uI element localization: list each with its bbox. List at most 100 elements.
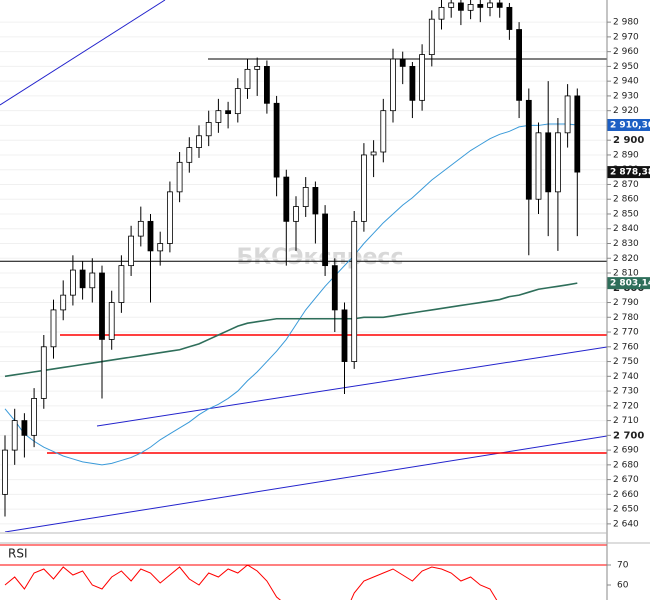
candle [176,152,183,203]
rsi-pane [0,544,607,600]
candle-body [99,272,105,340]
y-tick-label: 2 840 [613,224,639,234]
y-tick-label: 2 640 [613,519,639,529]
candle [293,196,299,251]
candle-body [545,132,552,193]
candle-body [147,220,154,252]
candle-body [574,95,581,173]
candle [564,84,571,148]
trend-line [4,435,607,532]
y-tick-label: 2 790 [613,298,639,308]
candle [31,388,38,448]
candle [380,98,387,163]
rsi-line [4,564,498,600]
candle-body [525,99,532,200]
candle-body [186,147,193,163]
moving-average [4,123,578,466]
candle-body [467,4,474,11]
rsi-tick-label: 70 [617,561,629,571]
y-tick-label: 2 710 [613,416,639,426]
candle [341,302,348,395]
candle-body [312,187,319,215]
candle [166,181,173,253]
candle-body [166,191,173,244]
candle [516,22,522,119]
y-tick-label: 2 940 [613,77,639,87]
candle-body [137,220,144,237]
y-tick-label: 2 970 [613,32,639,42]
candle [370,140,377,178]
candle-body [225,110,232,115]
candle [11,408,18,465]
candle [506,2,513,40]
candle-body [399,58,406,67]
y-tick-label: 2 980 [613,18,639,28]
y-tick-label: 2 870 [613,180,639,190]
y-tick-label: 2 860 [613,195,639,205]
candle-body [89,272,96,289]
candle [21,413,28,458]
candle [360,143,367,232]
y-tick-label: 2 720 [613,401,639,411]
candle-body [535,132,542,200]
candle [186,137,193,173]
candle-body [128,235,135,267]
candle-body [360,154,367,222]
candle [234,78,241,123]
price-pane [0,0,607,517]
candle-body [283,176,290,222]
candle [351,211,358,369]
candle-body [50,309,57,348]
candle-body [31,398,38,436]
candle [79,261,86,300]
candle [263,60,270,114]
candle-body [118,265,125,303]
price-axis: 2 640 2 650 2 660 2 670 2 680 2 690 2 700 2 710… [607,18,650,591]
candle-body [409,66,416,101]
candle [225,101,232,129]
y-tick-label: 2 650 [613,505,639,515]
candle [89,258,96,303]
price-label: 2 803,14 [610,279,650,289]
y-tick-label: 2 830 [613,239,639,249]
candle [118,255,125,313]
candle [322,205,329,276]
candle [555,118,561,251]
candle-body [254,66,261,70]
candle [409,61,416,119]
trend-lines [0,0,607,532]
candle [40,334,47,409]
candle-body [477,4,484,8]
candle-body [419,54,426,101]
y-tick-label: 2 900 [613,135,644,146]
candle [419,44,426,111]
y-tick-label: 2 700 [613,430,644,441]
trend-line [96,346,607,427]
candle [2,435,8,517]
candle-body [448,2,455,8]
rsi-tick-label: 60 [617,581,629,591]
candle [157,231,164,266]
y-tick-label: 2 810 [613,269,639,279]
candle [244,59,251,99]
candle [302,177,309,217]
moving-average [4,282,578,378]
candle [128,225,135,276]
candle-body [302,187,309,208]
candle [428,10,435,67]
candle [99,265,105,399]
price-label-box [607,166,650,179]
candle [273,95,280,197]
candle [438,0,445,30]
candle-body [79,269,86,289]
candle [477,0,484,23]
candle [70,255,76,306]
y-tick-label: 2 760 [613,342,639,352]
price-label-box [607,277,650,290]
candle [545,81,552,237]
candle [535,122,542,214]
candle [390,48,396,123]
y-tick-label: 2 740 [613,372,639,382]
